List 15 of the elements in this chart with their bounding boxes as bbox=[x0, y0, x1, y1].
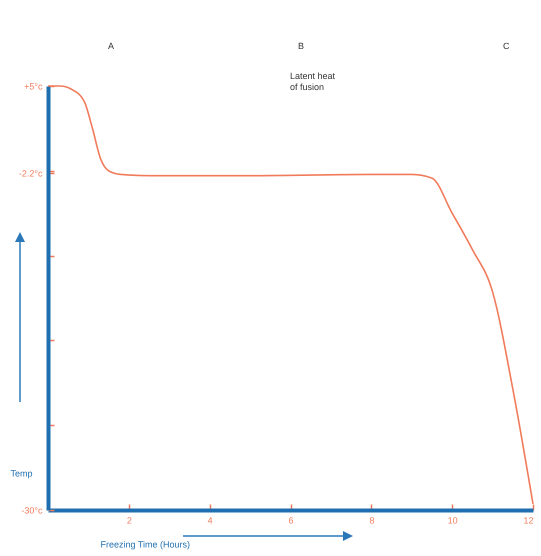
text: C bbox=[503, 41, 510, 51]
x-tick-label: 4 bbox=[208, 516, 213, 526]
y-tick-label: -30°c bbox=[21, 506, 43, 516]
y-tick-label: -2.2°c bbox=[18, 168, 43, 179]
x-tick-label: 12 bbox=[523, 516, 534, 526]
x-tick-label: 10 bbox=[448, 516, 458, 526]
x-axis-title: Freezing Time (Hours) bbox=[100, 540, 190, 550]
x-tick-label: 8 bbox=[369, 516, 374, 526]
text: A bbox=[108, 41, 114, 51]
text: B bbox=[298, 41, 304, 51]
y-tick-label: +5°c bbox=[24, 82, 43, 92]
x-tick-label: 6 bbox=[288, 516, 294, 526]
x-tick-label: 2 bbox=[126, 516, 132, 526]
annotation: Latent heat of fusion bbox=[290, 71, 336, 92]
y-axis-title: Temp bbox=[10, 468, 33, 478]
